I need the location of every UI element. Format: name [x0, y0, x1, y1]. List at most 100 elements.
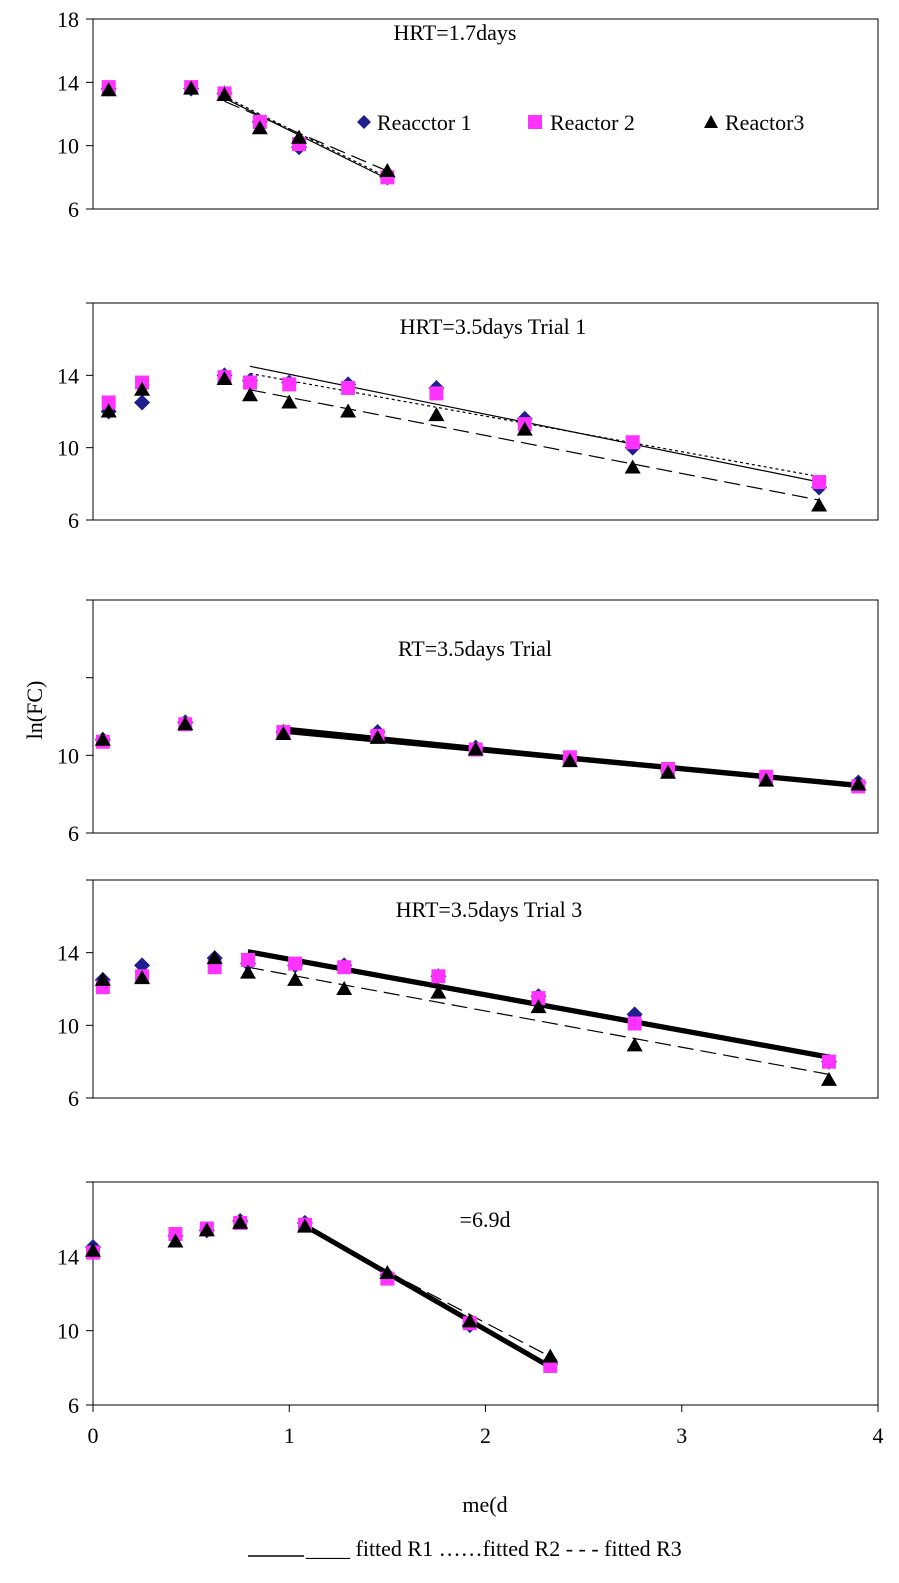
data-point-r3 — [94, 731, 111, 746]
fitted-line-r1 — [249, 365, 820, 483]
fitted-line-r3 — [249, 389, 820, 501]
data-point-r2 — [429, 386, 444, 401]
data-point-r3 — [296, 1218, 313, 1233]
fitted-line-r2 — [249, 372, 820, 478]
data-point-r3 — [167, 1233, 184, 1248]
data-point-r3 — [811, 497, 828, 512]
y-tick-label: 10 — [57, 436, 79, 461]
data-point-r2 — [431, 969, 446, 984]
data-point-r3 — [183, 80, 200, 95]
data-point-r2 — [627, 1016, 642, 1031]
x-tick-label: 2 — [480, 1423, 491, 1448]
data-point-r2 — [101, 395, 116, 410]
chart-panel-3: 6 10 RT=3.5days Trial — [57, 599, 879, 846]
x-tick-label: 1 — [284, 1423, 295, 1448]
chart-panel-2: 6 10 14 HRT=3.5days Trial 1 — [57, 302, 879, 533]
data-point-r3 — [134, 381, 151, 396]
data-point-r3 — [530, 999, 547, 1014]
data-point-r3 — [177, 716, 194, 731]
y-tick-label: 14 — [57, 363, 79, 388]
y-tick-label: 14 — [57, 70, 79, 95]
x-tick-label: 3 — [676, 1423, 687, 1448]
y-tick-label: 14 — [57, 941, 79, 966]
y-tick-label: 14 — [57, 1244, 79, 1269]
panel-title: RT=3.5days Trial — [398, 636, 552, 661]
data-point-r3 — [542, 1348, 559, 1363]
y-tick-label: 6 — [68, 1393, 79, 1418]
chart-panel-5: 6 10 14 0 1 2 3 4 =6.9d — [57, 1181, 884, 1448]
plot-frame — [92, 879, 879, 1099]
plot-frame — [92, 599, 879, 834]
data-point-r3 — [758, 772, 775, 787]
data-point-r3 — [340, 403, 357, 418]
x-tick-label: 4 — [873, 1423, 884, 1448]
data-point-r2 — [531, 991, 546, 1006]
line-legend: ____ fitted R1 ……fitted R2 - - - fitted … — [248, 1536, 682, 1561]
data-point-r3 — [561, 753, 578, 768]
data-point-r3 — [291, 129, 308, 144]
data-point-r3 — [428, 407, 445, 422]
data-point-r3 — [85, 1242, 101, 1257]
data-point-r3 — [369, 729, 386, 744]
data-point-r2 — [282, 377, 297, 392]
data-point-r3 — [287, 971, 304, 986]
panel-title: HRT=3.5days Trial 3 — [396, 897, 583, 922]
data-point-r3 — [626, 1037, 643, 1052]
data-point-r3 — [624, 459, 641, 474]
plot-frame — [92, 18, 879, 210]
y-axis-label: ln(FC) — [22, 681, 47, 740]
data-point-r3 — [336, 981, 353, 995]
fitted-line-r3 — [247, 966, 830, 1075]
data-point-r3 — [251, 120, 268, 135]
data-point-r3 — [275, 725, 292, 740]
legend-triangle-icon — [704, 115, 718, 128]
fitted-line-r3 — [304, 1227, 551, 1358]
data-point-r3 — [820, 1071, 837, 1086]
data-point-r3 — [94, 971, 111, 986]
legend-diamond-icon — [357, 115, 371, 129]
panel-title: HRT=3.5days Trial 1 — [400, 314, 587, 339]
y-tick-label: 18 — [57, 7, 79, 32]
data-point-r3 — [461, 1313, 478, 1328]
y-tick-label: 10 — [57, 134, 79, 159]
marker-legend: Reacctor 1 Reactor 2 Reactor3 — [357, 110, 804, 135]
chart-panel-4: 6 10 14 HRT=3.5days Trial 3 — [57, 879, 879, 1111]
data-point-r3 — [100, 82, 117, 97]
data-point-r3 — [206, 950, 223, 965]
data-point-r3 — [240, 964, 257, 979]
y-tick-label: 6 — [68, 1086, 79, 1111]
legend-square-icon — [528, 115, 542, 129]
y-tick-label: 10 — [57, 1013, 79, 1038]
fitted-line-r2 — [224, 96, 388, 178]
data-point-r2 — [243, 375, 257, 390]
y-tick-label: 10 — [57, 743, 79, 768]
data-point-r2 — [337, 960, 352, 975]
data-point-r2 — [821, 1054, 836, 1069]
data-point-r3 — [281, 394, 298, 409]
panel-title: HRT=1.7days — [394, 20, 517, 45]
data-point-r3 — [467, 741, 484, 756]
y-tick-label: 10 — [57, 1319, 79, 1344]
data-point-r2 — [288, 956, 303, 971]
data-point-r2 — [241, 952, 256, 967]
fitted-line-r2 — [304, 1223, 552, 1368]
data-point-r3 — [216, 87, 233, 101]
data-point-r3 — [379, 163, 396, 177]
data-point-r3 — [100, 403, 117, 418]
data-point-r3 — [379, 1265, 396, 1280]
data-point-r3 — [134, 970, 151, 985]
data-point-r3 — [430, 984, 447, 999]
legend-label-r1: Reacctor 1 — [377, 110, 472, 135]
panel-title: =6.9d — [460, 1207, 511, 1232]
data-point-r3 — [660, 764, 677, 779]
data-point-r3 — [242, 387, 258, 402]
legend-label-r3: Reactor3 — [725, 110, 804, 135]
x-axis-label: me(d — [462, 1492, 507, 1517]
data-point-r1 — [134, 394, 151, 411]
x-tick-label: 0 — [88, 1423, 99, 1448]
legend-label-r2: Reactor 2 — [550, 110, 635, 135]
legend-fitted-lines-text: ____ fitted R1 ……fitted R2 - - - fitted … — [305, 1536, 682, 1561]
data-point-r2 — [812, 475, 827, 490]
y-tick-label: 6 — [68, 508, 79, 533]
